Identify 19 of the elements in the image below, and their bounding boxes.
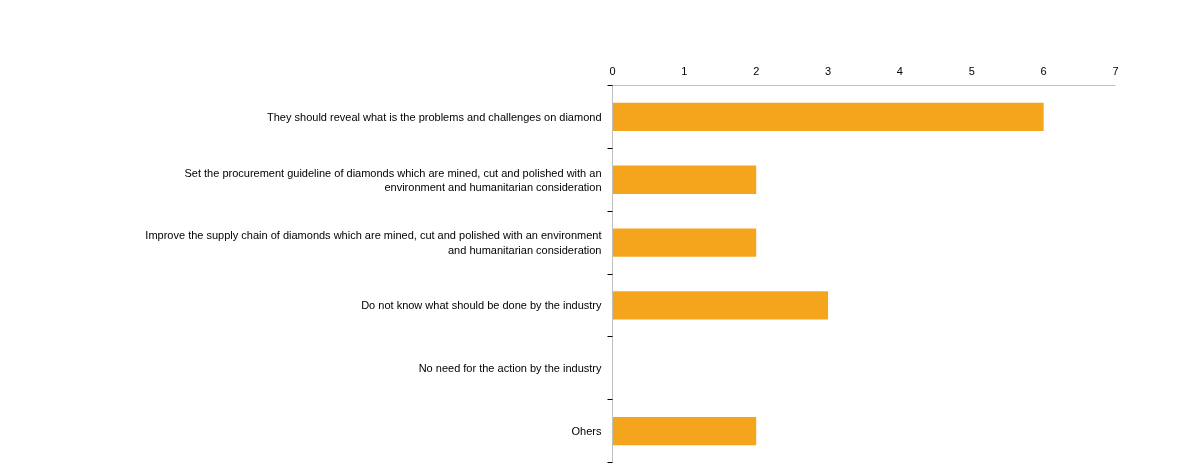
y-tick-label: Ohers (571, 425, 602, 438)
x-tick-label: 1 (681, 64, 688, 77)
bar (612, 416, 757, 446)
x-tick-label: 4 (896, 64, 903, 77)
x-tick-label: 0 (609, 64, 616, 77)
bar (612, 102, 1044, 132)
y-tick-label: Set the procurement guideline of diamonds which are mined, cut and polished with an environment and humanitarian consideration (184, 166, 602, 193)
y-tick-label: No need for the action by the industry (418, 362, 602, 375)
x-tick-label: 2 (753, 64, 760, 77)
x-tick-label: 6 (1040, 64, 1047, 77)
x-tick-label: 7 (1112, 64, 1119, 77)
x-tick-label: 3 (825, 64, 832, 77)
y-tick-label: Do not know what should be done by the industry (361, 299, 602, 312)
x-tick-label: 5 (968, 64, 975, 77)
bar (612, 291, 829, 320)
y-tick-label: They should reveal what is the problems and challenges on diamond (267, 110, 602, 123)
y-tick-label: Improve the supply chain of diamonds which are mined, cut and polished with an environment and humanitarian consideration (145, 229, 602, 256)
bar (612, 165, 757, 194)
bar (612, 228, 757, 257)
